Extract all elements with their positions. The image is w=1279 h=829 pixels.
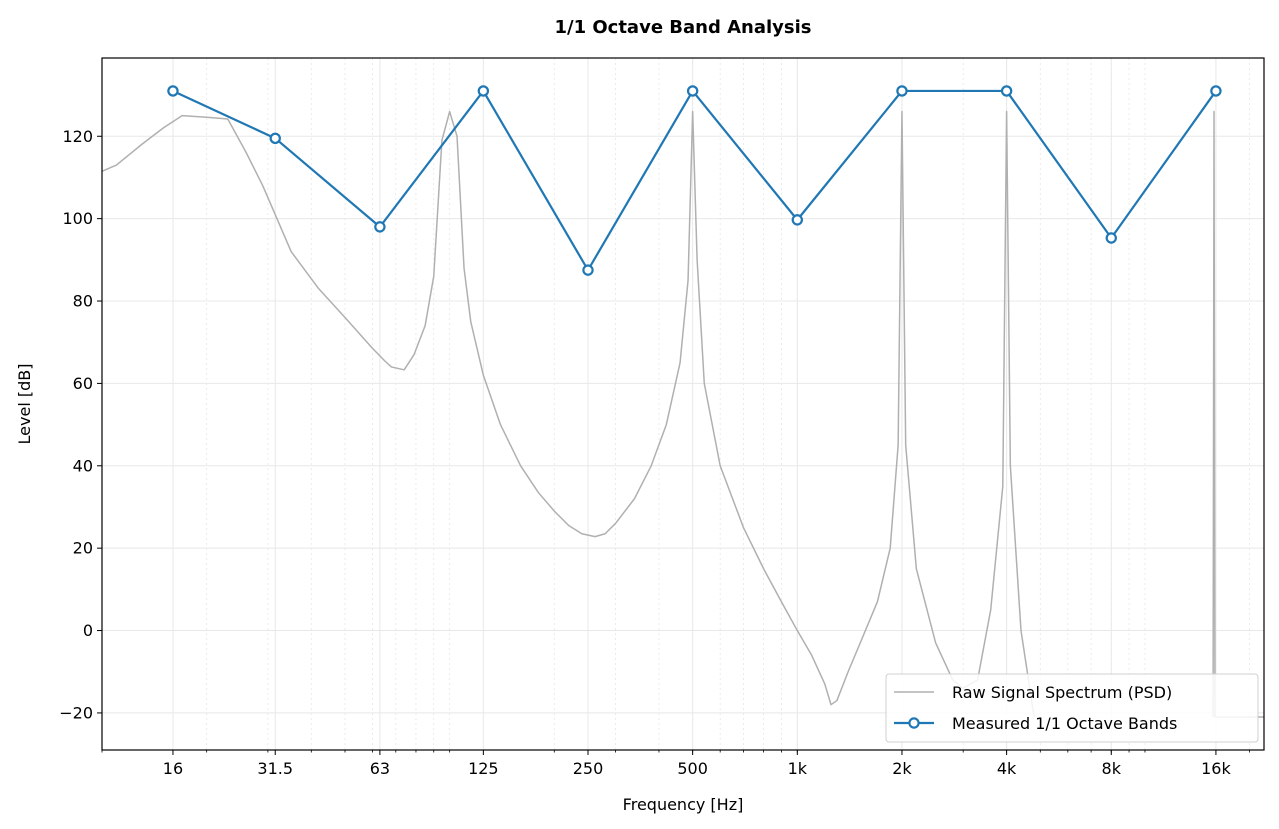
octave-band-marker — [269, 132, 281, 145]
octave-band-marker — [686, 85, 699, 97]
octave-band-marker — [167, 85, 179, 97]
legend-box — [885, 673, 1259, 743]
x-tick-label: 125 — [468, 759, 499, 778]
x-tick-label: 500 — [677, 759, 708, 778]
octave-band-marker — [477, 85, 490, 97]
chart-title: 1/1 Octave Band Analysis — [554, 17, 811, 38]
x-tick-label: 2k — [892, 759, 912, 778]
x-axis-label: Frequency [Hz] — [623, 795, 744, 814]
y-tick-label: 40 — [73, 456, 93, 475]
y-tick-label: 100 — [62, 209, 93, 228]
x-tick-label: 250 — [573, 759, 604, 778]
grid — [101, 58, 1264, 750]
y-axis-label: Level [dB] — [15, 364, 34, 445]
y-tick-label: 120 — [62, 127, 93, 146]
axis-ticks: 16 31.5 63 125 250 500 1k 2k 4k 8k 16k −20 0 20 40 60 80… — [59, 127, 1251, 778]
y-tick-label: 80 — [73, 292, 93, 311]
legend-label: Raw Signal Spectrum (PSD) — [952, 683, 1172, 702]
octave-band-marker — [896, 85, 908, 97]
legend-label: Measured 1/1 Octave Bands — [952, 714, 1177, 733]
y-tick-label: −20 — [59, 703, 93, 722]
x-tick-label: 4k — [997, 759, 1017, 778]
x-tick-label: 31.5 — [257, 759, 293, 778]
octave-band-marker — [1210, 85, 1222, 97]
plot-frame — [101, 57, 1265, 751]
x-tick-label: 63 — [370, 759, 390, 778]
legend: Raw Signal Spectrum (PSD) Measured 1/1 Oc… — [885, 673, 1259, 743]
octave-band-marker — [1105, 232, 1117, 244]
octave-band-marker — [374, 221, 386, 233]
x-tick-label: 8k — [1102, 759, 1122, 778]
y-tick-label: 60 — [73, 374, 93, 393]
octave-band-marker — [1000, 85, 1013, 97]
legend-marker — [908, 717, 920, 729]
spectrum-line — [102, 110, 1035, 718]
y-tick-label: 0 — [83, 621, 93, 640]
x-tick-label: 16k — [1201, 759, 1231, 778]
x-tick-label: 16 — [163, 759, 183, 778]
octave-band-marker — [582, 264, 594, 276]
y-tick-label: 20 — [73, 539, 93, 558]
series-layer — [102, 85, 1264, 718]
octave-band-marker — [791, 214, 804, 226]
x-tick-label: 1k — [788, 759, 808, 778]
